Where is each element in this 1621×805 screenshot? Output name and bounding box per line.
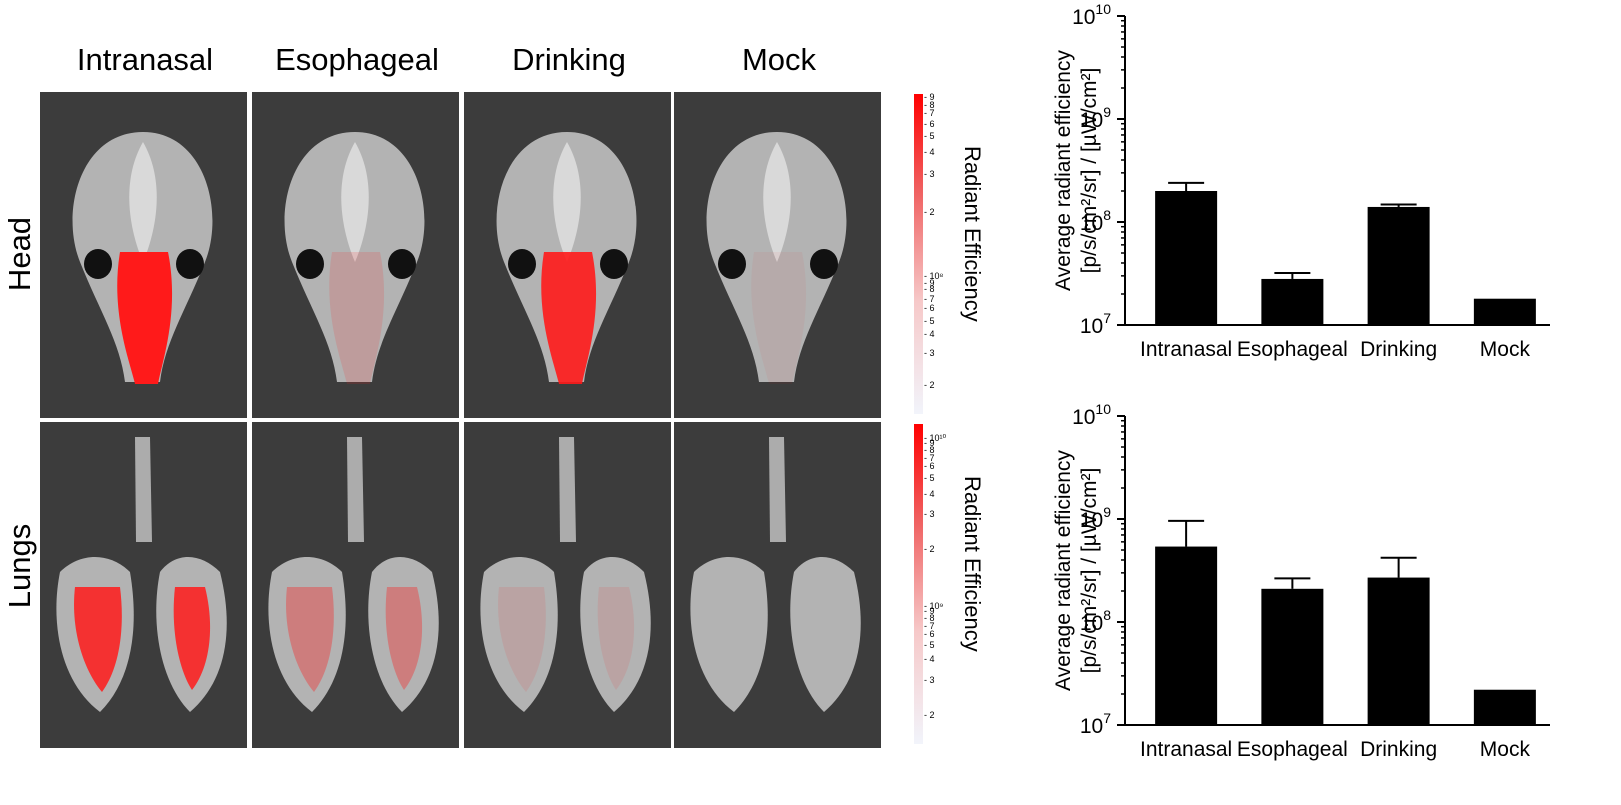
colorbar-tick-label: - 7 [924, 293, 935, 304]
colorbar-head [914, 94, 923, 414]
x-tick-label-mock: Mock [1480, 738, 1531, 761]
colorbar-tick-label: - 5 [924, 130, 935, 141]
colorbar-tick-label: - 4 [924, 654, 935, 665]
column-label-drinking: Drinking [512, 42, 626, 77]
colorbar-lungs-ticks: - 10¹⁰ - 9- 8- 7- 6- 5- 4- 3- 2- 10⁹ - 9- … [924, 424, 947, 744]
colorbar-tick-label: - 5 [924, 639, 935, 650]
x-tick-label-esophageal: Esophageal [1237, 738, 1348, 761]
colorbar-tick-label: - 2 [924, 710, 935, 721]
column-label-mock: Mock [741, 42, 817, 77]
head-image-esophageal [252, 92, 459, 418]
y-tick-label: 107 [1080, 310, 1111, 338]
head-specimen-shape [706, 132, 847, 384]
colorbar-tick-label: - 9 [924, 438, 935, 449]
y-axis-label-line2: [p/s/cm²/sr] / [µW/cm²] [1078, 68, 1101, 274]
head-specimen-shape [284, 132, 425, 384]
colorbar-tick-label: - 8 [924, 284, 935, 295]
colorbar-tick-label: - 4 [924, 329, 935, 339]
bar-chart-head: 107 108 109 1010 Average radiant efficiency[… [1040, 0, 1621, 400]
colorbar-tick-label: - 8 [924, 100, 935, 111]
bar-esophageal [1261, 588, 1324, 725]
y-tick-label: 107 [1080, 710, 1111, 738]
lungs-specimen-shape [690, 437, 861, 712]
y-tick-label: 1010 [1072, 401, 1111, 429]
y-tick-label: 1010 [1072, 1, 1111, 29]
lungs-image-esophageal [252, 422, 459, 748]
colorbar-head-ticks: - 9- 8- 7- 6- 5- 4- 3- 2- 10⁸ - 9- 8- 7- … [924, 92, 944, 414]
colorbar-tick-label: - 3 [924, 348, 935, 359]
lungs-specimen-shape [268, 437, 439, 712]
colorbar-tick-label: - 8 [924, 612, 935, 623]
column-label-esophageal: Esophageal [275, 42, 439, 77]
bar-esophageal [1261, 278, 1324, 325]
colorbar-tick-label: - 6 [924, 628, 935, 639]
colorbar-lungs [914, 424, 923, 744]
colorbar-tick-label: - 5 [924, 316, 935, 327]
colorbar-tick-label: - 4 [924, 146, 935, 157]
colorbar-tick-label: - 2 [924, 380, 935, 391]
bar-mock [1473, 298, 1536, 325]
colorbar-tick-label: - 3 [924, 675, 935, 685]
bar-drinking [1367, 577, 1430, 725]
lungs-specimen-shape [56, 437, 227, 712]
bar-chart-lungs: 107 108 109 1010 Average radiant efficiency[… [1040, 400, 1621, 800]
colorbar-tick-label: - 8 [924, 444, 935, 455]
x-tick-label-mock: Mock [1480, 338, 1531, 361]
x-tick-label-intranasal: Intranasal [1140, 738, 1232, 761]
colorbar-tick-label: - 6 [924, 303, 935, 314]
colorbar-tick-label: - 2 [924, 207, 935, 218]
x-tick-label-esophageal: Esophageal [1237, 338, 1348, 361]
lungs-image-drinking [464, 422, 671, 748]
colorbar-tick-label: - 3 [924, 169, 935, 179]
row-label-head: Head [2, 216, 37, 292]
lungs-specimen-shape [480, 437, 651, 712]
head-image-mock [674, 92, 881, 418]
colorbar-tick-label: - 10¹⁰ [924, 433, 947, 444]
lungs-image-intranasal [40, 422, 247, 748]
colorbar-tick-label: - 9 [924, 92, 935, 103]
bar-mock [1473, 689, 1536, 725]
head-image-intranasal [40, 92, 247, 418]
bar-intranasal [1155, 190, 1218, 325]
bar-drinking [1367, 206, 1430, 325]
head-specimen-shape [496, 132, 637, 384]
colorbar-tick-label: - 6 [924, 460, 935, 471]
colorbar-tick-label: - 5 [924, 473, 935, 484]
colorbar-tick-label: - 7 [924, 452, 935, 463]
colorbar-tick-label: - 9 [924, 606, 935, 617]
y-axis-label-line1: Average radiant efficiency [1052, 50, 1075, 291]
head-specimen-shape [72, 132, 213, 384]
colorbar-tick-label: - 2 [924, 543, 935, 554]
y-axis-label-line1: Average radiant efficiency [1052, 450, 1075, 691]
colorbar-tick-label: - 10⁸ [924, 271, 944, 282]
colorbar-tick-label: - 3 [924, 508, 935, 519]
head-image-drinking [464, 92, 671, 418]
bar-intranasal [1155, 546, 1218, 725]
colorbar-tick-label: - 10⁹ [924, 601, 944, 612]
colorbar-tick-label: - 6 [924, 119, 935, 130]
x-tick-label-drinking: Drinking [1360, 738, 1437, 761]
column-label-intranasal: Intranasal [76, 42, 214, 77]
x-tick-label-intranasal: Intranasal [1140, 338, 1232, 361]
colorbar-head-title: Radiant Efficiency [960, 146, 985, 322]
colorbar-lungs-title: Radiant Efficiency [960, 476, 985, 652]
colorbar-tick-label: - 7 [924, 108, 935, 119]
y-axis-label-line2: [p/s/cm²/sr] / [µW/cm²] [1078, 468, 1101, 674]
lungs-image-mock [674, 422, 881, 748]
colorbar-tick-label: - 4 [924, 489, 935, 500]
x-tick-label-drinking: Drinking [1360, 338, 1437, 361]
colorbar-tick-label: - 7 [924, 620, 935, 631]
row-label-lungs: Lungs [2, 523, 37, 609]
colorbar-tick-label: - 9 [924, 277, 935, 288]
